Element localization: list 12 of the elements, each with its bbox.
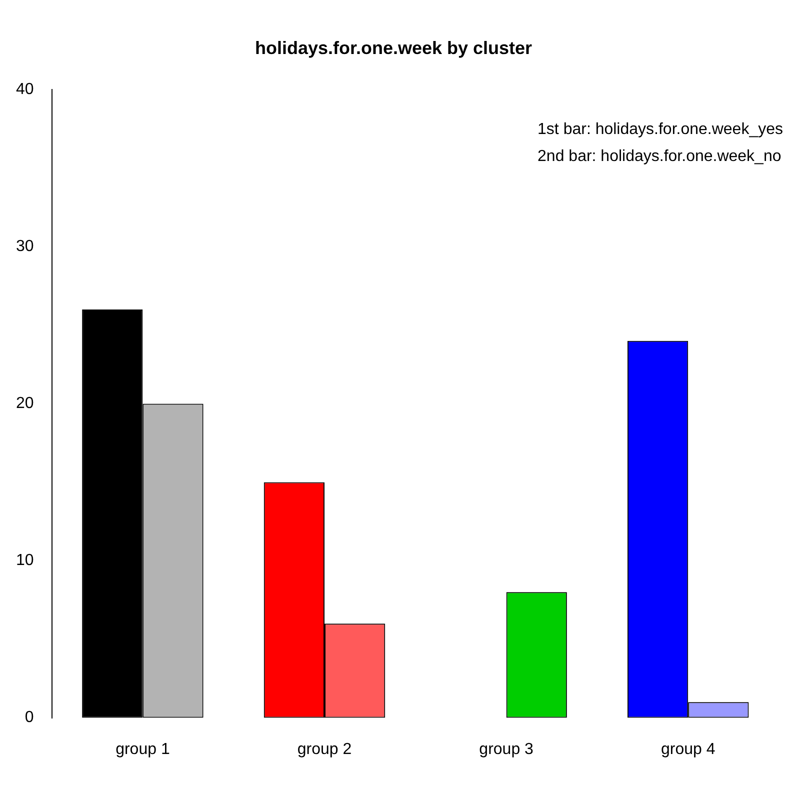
x-tick-label: group 2 (297, 740, 352, 758)
y-tick-label: 20 (16, 395, 34, 412)
y-tick-label: 0 (24, 709, 34, 726)
x-tick-label: group 4 (660, 740, 716, 758)
annotation: 1st bar: holidays.for.one.week_yes (538, 121, 784, 138)
y-tick-label: 40 (16, 81, 34, 98)
y-tick-label: 10 (16, 552, 34, 570)
annotation: 2nd bar: holidays.for.one.week_no (538, 148, 782, 166)
y-tick-label: 30 (16, 238, 34, 256)
x-tick-label: group 1 (116, 740, 170, 758)
chart-title: holidays.for.one.week by cluster (254, 38, 532, 58)
x-tick-label: group 3 (479, 740, 534, 758)
